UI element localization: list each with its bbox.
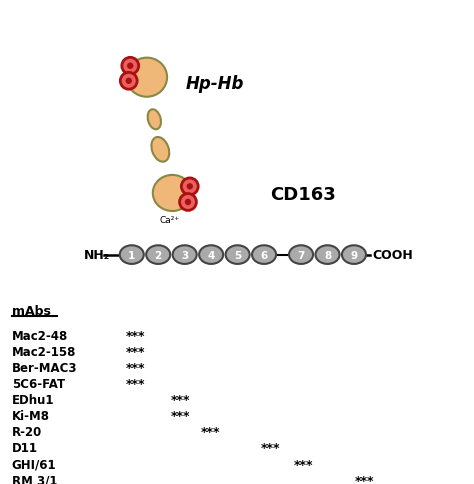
Text: CD163: CD163 (270, 186, 336, 204)
Text: 8: 8 (324, 250, 331, 260)
Text: Mac2-48: Mac2-48 (12, 329, 68, 342)
Text: ***: *** (260, 441, 280, 454)
Text: mAbs: mAbs (12, 304, 51, 317)
Text: Ber-MAC3: Ber-MAC3 (12, 361, 77, 374)
Text: NH₂: NH₂ (84, 249, 110, 261)
Circle shape (182, 179, 198, 196)
Text: ***: *** (125, 377, 145, 390)
Text: ***: *** (201, 425, 221, 439)
Text: D11: D11 (12, 441, 38, 454)
Ellipse shape (153, 176, 192, 212)
Ellipse shape (120, 246, 144, 264)
Text: ***: *** (125, 329, 145, 342)
Ellipse shape (289, 246, 313, 264)
Text: 1: 1 (128, 250, 136, 260)
Circle shape (180, 194, 196, 211)
Text: 4: 4 (208, 250, 215, 260)
Text: 2: 2 (155, 250, 162, 260)
Ellipse shape (173, 246, 197, 264)
Text: ***: *** (125, 361, 145, 374)
Text: ***: *** (170, 409, 190, 423)
Text: 3: 3 (181, 250, 188, 260)
Text: R-20: R-20 (12, 425, 42, 439)
Text: ***: *** (355, 474, 375, 484)
Circle shape (120, 73, 137, 90)
Circle shape (127, 63, 134, 70)
Text: Mac2-158: Mac2-158 (12, 345, 76, 358)
Ellipse shape (316, 246, 339, 264)
Text: 9: 9 (350, 250, 357, 260)
Text: Ca²⁺: Ca²⁺ (159, 215, 179, 224)
Circle shape (185, 199, 191, 206)
Text: 5C6-FAT: 5C6-FAT (12, 377, 65, 390)
Text: ***: *** (293, 457, 313, 470)
Text: EDhu1: EDhu1 (12, 393, 55, 406)
Text: 7: 7 (297, 250, 305, 260)
Ellipse shape (148, 110, 161, 130)
Text: ***: *** (170, 393, 190, 406)
Ellipse shape (146, 246, 170, 264)
Text: 6: 6 (260, 250, 268, 260)
Text: 5: 5 (234, 250, 241, 260)
Text: COOH: COOH (372, 249, 413, 261)
Text: Ki-M8: Ki-M8 (12, 409, 50, 423)
Ellipse shape (252, 246, 276, 264)
Ellipse shape (151, 138, 169, 162)
Text: Hp-Hb: Hp-Hb (186, 75, 244, 93)
Circle shape (122, 58, 139, 75)
Circle shape (187, 184, 193, 190)
Ellipse shape (226, 246, 250, 264)
Ellipse shape (127, 59, 167, 98)
Text: RM 3/1: RM 3/1 (12, 474, 57, 484)
Text: GHI/61: GHI/61 (12, 457, 56, 470)
Text: ***: *** (125, 345, 145, 358)
Ellipse shape (199, 246, 223, 264)
Ellipse shape (342, 246, 366, 264)
Circle shape (126, 78, 132, 85)
